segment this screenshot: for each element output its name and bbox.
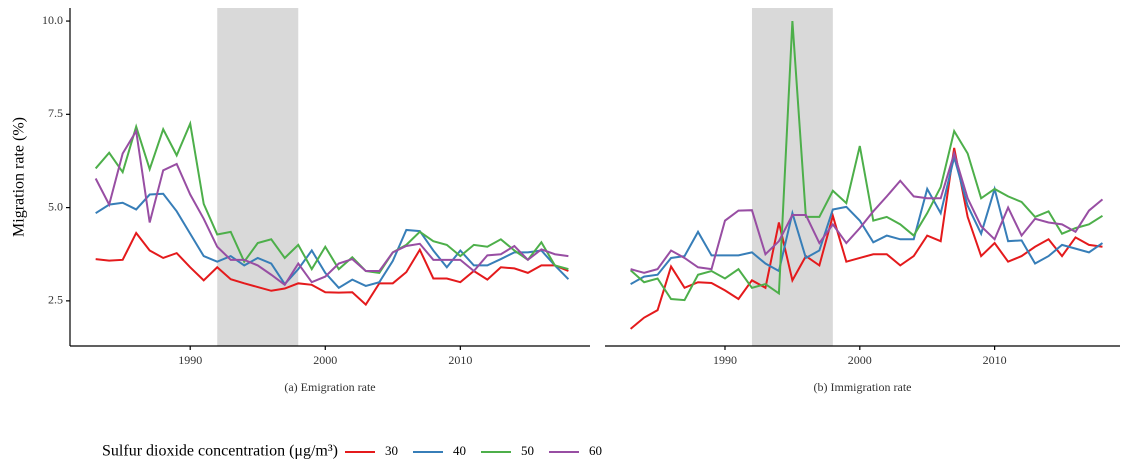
x-tick-label: 1990 xyxy=(178,353,202,367)
series-line xyxy=(629,20,1104,302)
y-tick-label: 10.0 xyxy=(42,13,63,27)
legend-label: 50 xyxy=(521,443,534,458)
x-tick-label: 2010 xyxy=(448,353,472,367)
x-tick-label: 1990 xyxy=(713,353,737,367)
x-tick-label: 2010 xyxy=(983,353,1007,367)
x-axis-title: (b) Immigration rate xyxy=(814,380,912,394)
legend-label: 30 xyxy=(385,443,398,458)
y-tick-label: 7.5 xyxy=(48,106,63,120)
shaded-period xyxy=(217,8,299,346)
series-line xyxy=(94,128,569,287)
series-line xyxy=(629,147,1103,330)
series-line xyxy=(630,153,1104,285)
series-line xyxy=(630,150,1104,274)
shaded-period xyxy=(751,8,833,346)
legend-label: 40 xyxy=(453,443,466,458)
x-tick-label: 2000 xyxy=(313,353,337,367)
legend-title: Sulfur dioxide concentration (μg/m³) xyxy=(102,443,338,460)
x-tick-label: 2000 xyxy=(848,353,872,367)
y-axis-title: Migration rate (%) xyxy=(11,117,28,237)
legend-label: 60 xyxy=(589,443,602,458)
y-tick-label: 2.5 xyxy=(48,293,63,307)
x-axis-title: (a) Emigration rate xyxy=(284,380,375,394)
series-line xyxy=(95,192,570,290)
series-line xyxy=(95,231,569,307)
series-line xyxy=(94,120,569,274)
y-tick-label: 5.0 xyxy=(48,199,63,213)
